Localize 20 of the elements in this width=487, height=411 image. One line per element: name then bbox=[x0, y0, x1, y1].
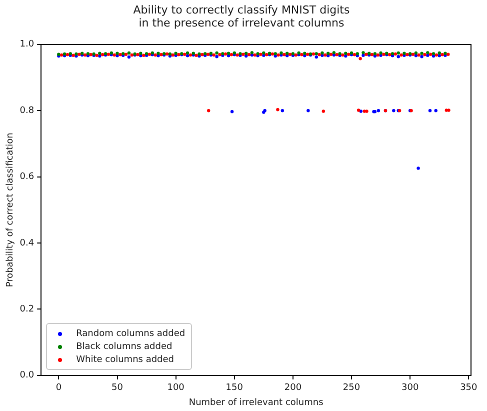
legend-label: White columns added bbox=[76, 354, 174, 365]
x-axis-title: Number of irrelevant columns bbox=[188, 398, 324, 408]
x-tick-label: 100 bbox=[167, 383, 185, 394]
y-tick-label: 0.0 bbox=[20, 370, 34, 381]
x-tick-label: 200 bbox=[284, 383, 302, 394]
x-tick-label: 300 bbox=[401, 383, 419, 394]
x-tick-label: 250 bbox=[342, 383, 360, 394]
y-tick-label: 0.2 bbox=[20, 304, 34, 315]
legend-label: Black columns added bbox=[76, 342, 172, 352]
legend-label: Random columns added bbox=[76, 328, 186, 339]
y-tick-label: 0.6 bbox=[20, 172, 34, 182]
x-tick-label: 350 bbox=[460, 383, 478, 394]
y-tick-label: 0.4 bbox=[20, 238, 34, 248]
x-tick-label: 50 bbox=[112, 383, 124, 394]
chart-title: Ability to correctly classify MNIST digits in the presence of irrelevant columns bbox=[133, 3, 350, 30]
y-tick-label: 1.0 bbox=[20, 40, 34, 50]
y-axis-title: Probability of correct classification bbox=[6, 132, 16, 288]
x-tick-label: 150 bbox=[226, 383, 244, 394]
x-tick-label: 0 bbox=[56, 383, 62, 394]
y-tick-label: 0.8 bbox=[20, 106, 34, 116]
